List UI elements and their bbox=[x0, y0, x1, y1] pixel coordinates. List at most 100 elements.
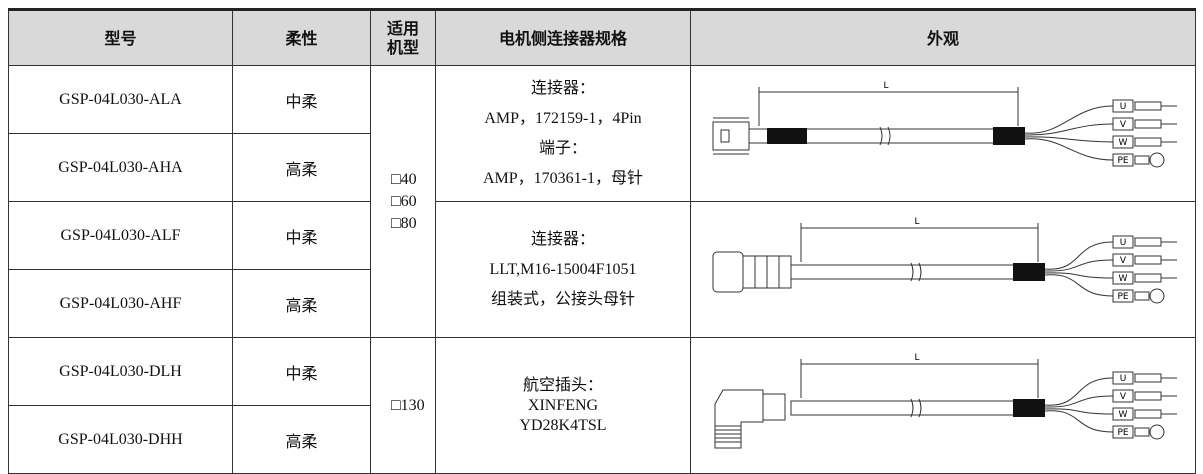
connector bbox=[712, 121, 750, 150]
wire-tag bbox=[1112, 289, 1134, 302]
wire-label: W bbox=[1119, 274, 1128, 284]
wire-tag bbox=[1112, 407, 1134, 420]
terminal bbox=[1134, 391, 1162, 400]
length-label: L bbox=[914, 353, 919, 363]
spec-line: XINFENG bbox=[527, 396, 599, 414]
model-cell: GSP-04L030-ALA bbox=[8, 65, 233, 134]
table-row: GSP-04L030-AHA 高柔 bbox=[8, 133, 1196, 202]
cable-drawing: L UVW PE bbox=[712, 217, 1177, 303]
flex-cell: 高柔 bbox=[232, 133, 371, 202]
connector-face bbox=[720, 129, 730, 142]
sleeve bbox=[1013, 262, 1045, 281]
connector-nut bbox=[762, 393, 786, 420]
table-row: GSP-04L030-ALA 中柔 □40 □60 □80 连接器： AMP，172159-… bbox=[8, 65, 1196, 338]
header-cell: 外观 bbox=[690, 8, 1196, 66]
machine-type: □40 bbox=[391, 170, 417, 188]
connector-nut bbox=[742, 255, 756, 288]
length-label: L bbox=[883, 81, 888, 91]
model-cell: GSP-04L030-DHH bbox=[8, 405, 233, 474]
spec-line: 连接器： bbox=[530, 230, 595, 248]
spec-line: AMP，170361-1，母针 bbox=[482, 169, 643, 187]
wire-label: PE bbox=[1117, 428, 1128, 438]
header-cell: 柔性 bbox=[232, 8, 371, 66]
cable bbox=[790, 400, 1044, 415]
wire-tag bbox=[1112, 135, 1134, 148]
model-cell: GSP-04L030-AHA bbox=[8, 133, 233, 202]
cable-break bbox=[910, 398, 922, 417]
connector-nut bbox=[754, 255, 768, 288]
spec-line: 端子： bbox=[538, 139, 587, 157]
wire-tag bbox=[1112, 389, 1134, 402]
terminal bbox=[1134, 155, 1150, 164]
machine-type: □60 bbox=[391, 192, 417, 210]
cable bbox=[790, 264, 1044, 279]
wire-label: V bbox=[1120, 120, 1127, 130]
wire-tag bbox=[1112, 271, 1134, 284]
machine-type-cell: □130 bbox=[370, 337, 436, 474]
wire-tag bbox=[1112, 235, 1134, 248]
wire bbox=[1044, 273, 1114, 296]
connector-nut bbox=[778, 255, 792, 288]
spec-cell: 航空插头： XINFENG YD28K4TSL bbox=[435, 337, 691, 474]
connector-nut bbox=[766, 255, 780, 288]
connector-elbow bbox=[714, 389, 764, 448]
wire-tag bbox=[1112, 371, 1134, 384]
appearance-cell: L U V W PE bbox=[690, 337, 1196, 474]
table-body: GSP-04L030-ALA 中柔 □40 □60 □80 连接器： AMP，172159-… bbox=[8, 65, 1196, 474]
terminal bbox=[1134, 427, 1150, 436]
terminal bbox=[1134, 273, 1162, 282]
table-row: GSP-04L030-AHF 高柔 bbox=[8, 269, 1196, 338]
sleeve bbox=[1013, 398, 1045, 417]
wire-label: PE bbox=[1117, 292, 1128, 302]
flex-cell: 中柔 bbox=[232, 337, 371, 406]
model-cell: GSP-04L030-ALF bbox=[8, 201, 233, 270]
wire-tag bbox=[1112, 153, 1134, 166]
machine-type: □130 bbox=[391, 396, 425, 414]
wire-label: W bbox=[1119, 410, 1128, 420]
wire-label: V bbox=[1120, 256, 1127, 266]
sleeve bbox=[993, 126, 1025, 145]
model-cell: GSP-04L030-AHF bbox=[8, 269, 233, 338]
spec-cell: 连接器： LLT,M16-15004F1051 组装式，公接头母针 bbox=[435, 201, 691, 338]
flex-cell: 中柔 bbox=[232, 201, 371, 270]
appearance-cell: L U V W PE bbox=[690, 65, 1196, 202]
flex-cell: 中柔 bbox=[232, 65, 371, 134]
wire bbox=[1044, 241, 1114, 270]
wire bbox=[1044, 407, 1114, 414]
flex-cell: 高柔 bbox=[232, 269, 371, 338]
spec-line: 航空插头： bbox=[522, 376, 603, 394]
terminal bbox=[1134, 291, 1150, 300]
terminal bbox=[1134, 237, 1162, 246]
wire-label: V bbox=[1120, 392, 1127, 402]
wire bbox=[1024, 137, 1114, 160]
header-row: 型号 柔性 适用 机型 电机侧连接器规格 外观 bbox=[8, 8, 1196, 66]
wire bbox=[1044, 259, 1114, 272]
cable-table: 型号 柔性 适用 机型 电机侧连接器规格 外观 GSP-04L030-ALA 中柔 □40 □… bbox=[8, 8, 1196, 474]
table-row: GSP-04L030-DLH 中柔 □130 航空插头： XINFENG YD28K4TS… bbox=[8, 337, 1196, 474]
spec-line: YD28K4TSL bbox=[519, 416, 607, 434]
terminal bbox=[1134, 101, 1162, 110]
header-cell: 型号 bbox=[8, 8, 233, 66]
wire-tag bbox=[1112, 253, 1134, 266]
sleeve bbox=[767, 127, 807, 144]
header-cell: 适用 机型 bbox=[370, 8, 436, 66]
spec-line: AMP，172159-1，4Pin bbox=[484, 109, 642, 127]
flex-cell: 高柔 bbox=[232, 405, 371, 474]
wire-label: U bbox=[1120, 238, 1127, 248]
spec-line: 连接器： bbox=[530, 79, 595, 97]
wire bbox=[1044, 271, 1114, 278]
terminal bbox=[1134, 255, 1162, 264]
machine-type: □80 bbox=[391, 214, 417, 232]
ring-terminal bbox=[1149, 288, 1165, 303]
connector bbox=[712, 251, 744, 292]
length-label: L bbox=[914, 217, 919, 227]
spec-cell: 连接器： AMP，172159-1，4Pin 端子： AMP，170361-1，母针 bbox=[435, 65, 691, 202]
terminal bbox=[1134, 409, 1162, 418]
terminal bbox=[1134, 119, 1162, 128]
wire-tag bbox=[1112, 425, 1134, 438]
spec-line: LLT,M16-15004F1051 bbox=[489, 260, 637, 278]
header-cell: 电机侧连接器规格 bbox=[435, 8, 691, 66]
wire-label: W bbox=[1119, 138, 1128, 148]
wire-label: U bbox=[1120, 102, 1127, 112]
machine-type-cell: □40 □60 □80 bbox=[370, 65, 436, 338]
